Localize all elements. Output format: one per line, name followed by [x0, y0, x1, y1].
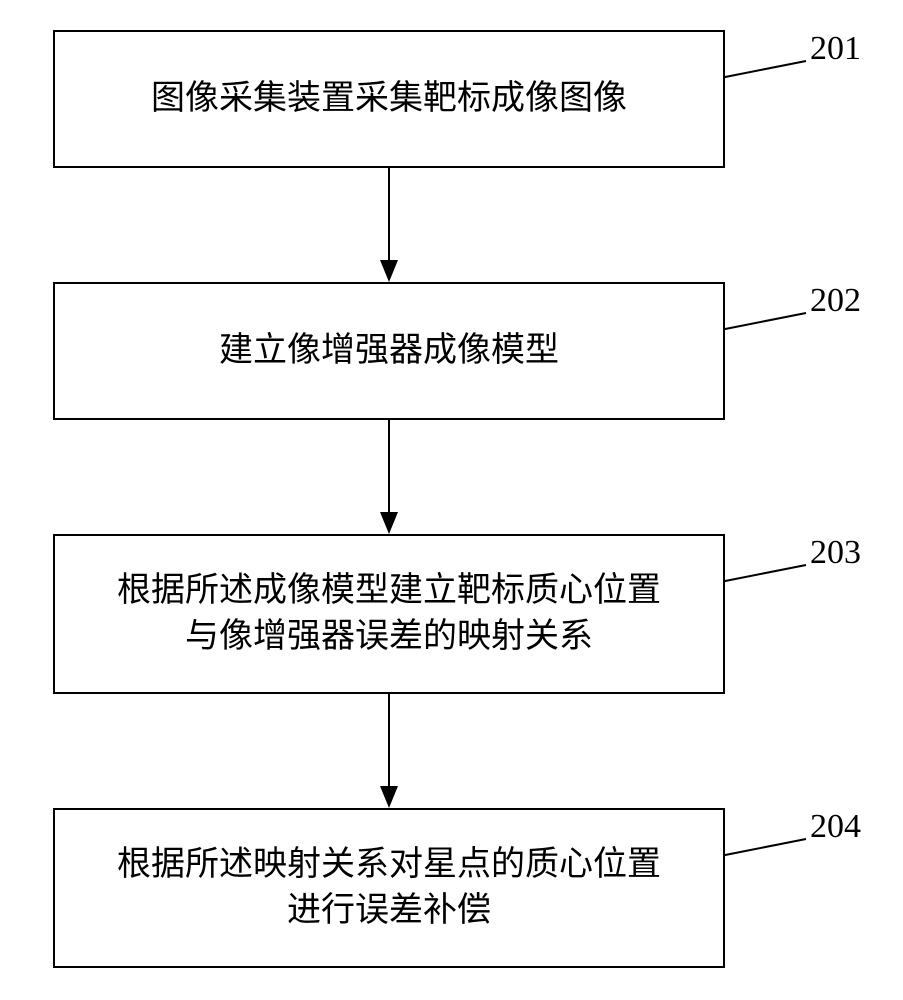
leader-line — [725, 564, 806, 582]
flowchart-edge — [388, 420, 390, 512]
flowchart-node-n3: 根据所述成像模型建立靶标质心位置 与像增强器误差的映射关系 — [53, 534, 725, 694]
flowchart-node-n2: 建立像增强器成像模型 — [53, 282, 725, 420]
leader-line — [725, 312, 806, 330]
flowchart-node-text: 根据所述成像模型建立靶标质心位置 与像增强器误差的映射关系 — [117, 568, 661, 660]
flowchart-edge — [388, 168, 390, 260]
flowchart-node-text: 根据所述映射关系对星点的质心位置 进行误差补偿 — [117, 842, 661, 934]
arrow-down-icon — [380, 786, 398, 808]
flowchart-edge — [388, 694, 390, 786]
flowchart-node-text: 建立像增强器成像模型 — [219, 328, 559, 374]
flowchart-node-label: 203 — [810, 534, 861, 572]
flowchart-node-n4: 根据所述映射关系对星点的质心位置 进行误差补偿 — [53, 808, 725, 968]
leader-line — [725, 60, 806, 78]
flowchart-node-label: 201 — [810, 30, 861, 68]
leader-line — [725, 838, 806, 856]
flowchart-node-label: 202 — [810, 282, 861, 320]
arrow-down-icon — [380, 260, 398, 282]
flowchart-node-label: 204 — [810, 808, 861, 846]
flowchart-node-text: 图像采集装置采集靶标成像图像 — [151, 76, 627, 122]
flowchart-canvas: 图像采集装置采集靶标成像图像 201 建立像增强器成像模型 202 根据所述成像模型建立… — [0, 0, 903, 1000]
arrow-down-icon — [380, 512, 398, 534]
flowchart-node-n1: 图像采集装置采集靶标成像图像 — [53, 30, 725, 168]
